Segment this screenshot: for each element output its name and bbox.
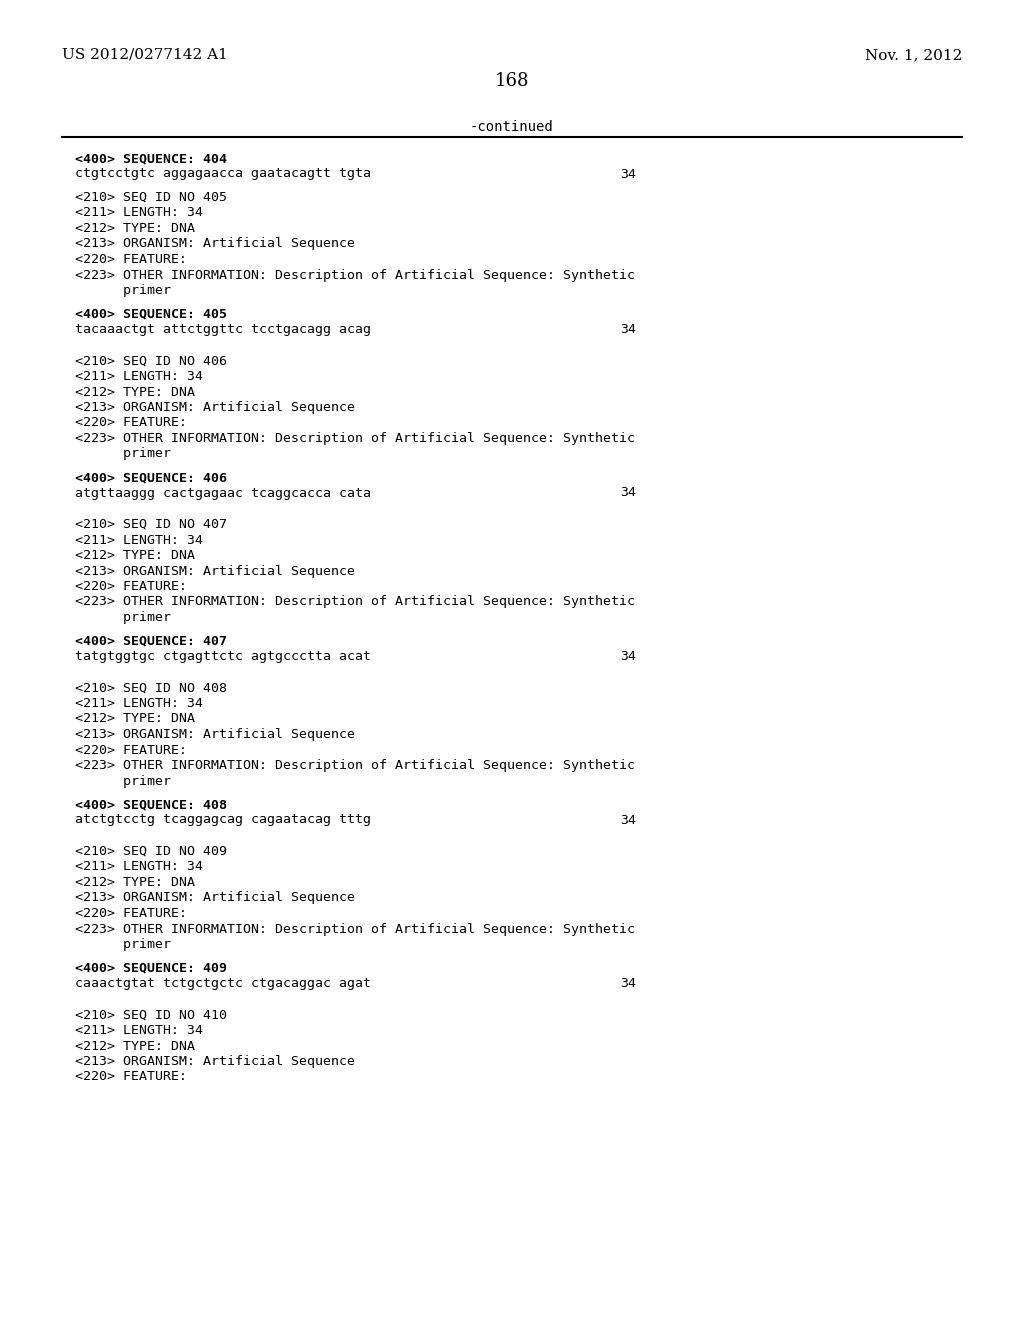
Text: <223> OTHER INFORMATION: Description of Artificial Sequence: Synthetic: <223> OTHER INFORMATION: Description of … [75,595,635,609]
Text: <212> TYPE: DNA: <212> TYPE: DNA [75,876,195,888]
Text: <220> FEATURE:: <220> FEATURE: [75,1071,187,1084]
Text: 168: 168 [495,73,529,90]
Text: Nov. 1, 2012: Nov. 1, 2012 [864,48,962,62]
Text: primer: primer [75,284,171,297]
Text: <212> TYPE: DNA: <212> TYPE: DNA [75,1040,195,1052]
Text: <210> SEQ ID NO 409: <210> SEQ ID NO 409 [75,845,227,858]
Text: <223> OTHER INFORMATION: Description of Artificial Sequence: Synthetic: <223> OTHER INFORMATION: Description of … [75,268,635,281]
Text: primer: primer [75,447,171,461]
Text: <210> SEQ ID NO 407: <210> SEQ ID NO 407 [75,517,227,531]
Text: <400> SEQUENCE: 405: <400> SEQUENCE: 405 [75,308,227,321]
Text: <213> ORGANISM: Artificial Sequence: <213> ORGANISM: Artificial Sequence [75,238,355,251]
Text: -continued: -continued [470,120,554,135]
Text: <210> SEQ ID NO 408: <210> SEQ ID NO 408 [75,681,227,694]
Text: <400> SEQUENCE: 408: <400> SEQUENCE: 408 [75,799,227,810]
Text: <211> LENGTH: 34: <211> LENGTH: 34 [75,206,203,219]
Text: 34: 34 [620,168,636,181]
Text: <212> TYPE: DNA: <212> TYPE: DNA [75,549,195,562]
Text: 34: 34 [620,323,636,337]
Text: <213> ORGANISM: Artificial Sequence: <213> ORGANISM: Artificial Sequence [75,1055,355,1068]
Text: 34: 34 [620,813,636,826]
Text: <213> ORGANISM: Artificial Sequence: <213> ORGANISM: Artificial Sequence [75,565,355,578]
Text: ctgtcctgtc aggagaacca gaatacagtt tgta: ctgtcctgtc aggagaacca gaatacagtt tgta [75,168,371,181]
Text: <220> FEATURE:: <220> FEATURE: [75,907,187,920]
Text: caaactgtat tctgctgctc ctgacaggac agat: caaactgtat tctgctgctc ctgacaggac agat [75,977,371,990]
Text: 34: 34 [620,487,636,499]
Text: primer: primer [75,611,171,624]
Text: <223> OTHER INFORMATION: Description of Artificial Sequence: Synthetic: <223> OTHER INFORMATION: Description of … [75,759,635,772]
Text: <223> OTHER INFORMATION: Description of Artificial Sequence: Synthetic: <223> OTHER INFORMATION: Description of … [75,432,635,445]
Text: <211> LENGTH: 34: <211> LENGTH: 34 [75,697,203,710]
Text: <220> FEATURE:: <220> FEATURE: [75,579,187,593]
Text: <220> FEATURE:: <220> FEATURE: [75,743,187,756]
Text: <213> ORGANISM: Artificial Sequence: <213> ORGANISM: Artificial Sequence [75,729,355,741]
Text: <213> ORGANISM: Artificial Sequence: <213> ORGANISM: Artificial Sequence [75,401,355,414]
Text: US 2012/0277142 A1: US 2012/0277142 A1 [62,48,228,62]
Text: <211> LENGTH: 34: <211> LENGTH: 34 [75,533,203,546]
Text: atgttaaggg cactgagaac tcaggcacca cata: atgttaaggg cactgagaac tcaggcacca cata [75,487,371,499]
Text: primer: primer [75,775,171,788]
Text: <400> SEQUENCE: 406: <400> SEQUENCE: 406 [75,471,227,484]
Text: 34: 34 [620,649,636,663]
Text: <400> SEQUENCE: 407: <400> SEQUENCE: 407 [75,635,227,648]
Text: <223> OTHER INFORMATION: Description of Artificial Sequence: Synthetic: <223> OTHER INFORMATION: Description of … [75,923,635,936]
Text: <212> TYPE: DNA: <212> TYPE: DNA [75,713,195,726]
Text: <211> LENGTH: 34: <211> LENGTH: 34 [75,861,203,874]
Text: atctgtcctg tcaggagcag cagaatacag tttg: atctgtcctg tcaggagcag cagaatacag tttg [75,813,371,826]
Text: <210> SEQ ID NO 405: <210> SEQ ID NO 405 [75,191,227,205]
Text: <212> TYPE: DNA: <212> TYPE: DNA [75,222,195,235]
Text: <213> ORGANISM: Artificial Sequence: <213> ORGANISM: Artificial Sequence [75,891,355,904]
Text: <210> SEQ ID NO 410: <210> SEQ ID NO 410 [75,1008,227,1022]
Text: tatgtggtgc ctgagttctc agtgccctta acat: tatgtggtgc ctgagttctc agtgccctta acat [75,649,371,663]
Text: <220> FEATURE:: <220> FEATURE: [75,417,187,429]
Text: <210> SEQ ID NO 406: <210> SEQ ID NO 406 [75,355,227,367]
Text: primer: primer [75,939,171,950]
Text: <400> SEQUENCE: 409: <400> SEQUENCE: 409 [75,961,227,974]
Text: tacaaactgt attctggttc tcctgacagg acag: tacaaactgt attctggttc tcctgacagg acag [75,323,371,337]
Text: 34: 34 [620,977,636,990]
Text: <220> FEATURE:: <220> FEATURE: [75,253,187,267]
Text: <400> SEQUENCE: 404: <400> SEQUENCE: 404 [75,152,227,165]
Text: <211> LENGTH: 34: <211> LENGTH: 34 [75,1024,203,1038]
Text: <211> LENGTH: 34: <211> LENGTH: 34 [75,370,203,383]
Text: <212> TYPE: DNA: <212> TYPE: DNA [75,385,195,399]
